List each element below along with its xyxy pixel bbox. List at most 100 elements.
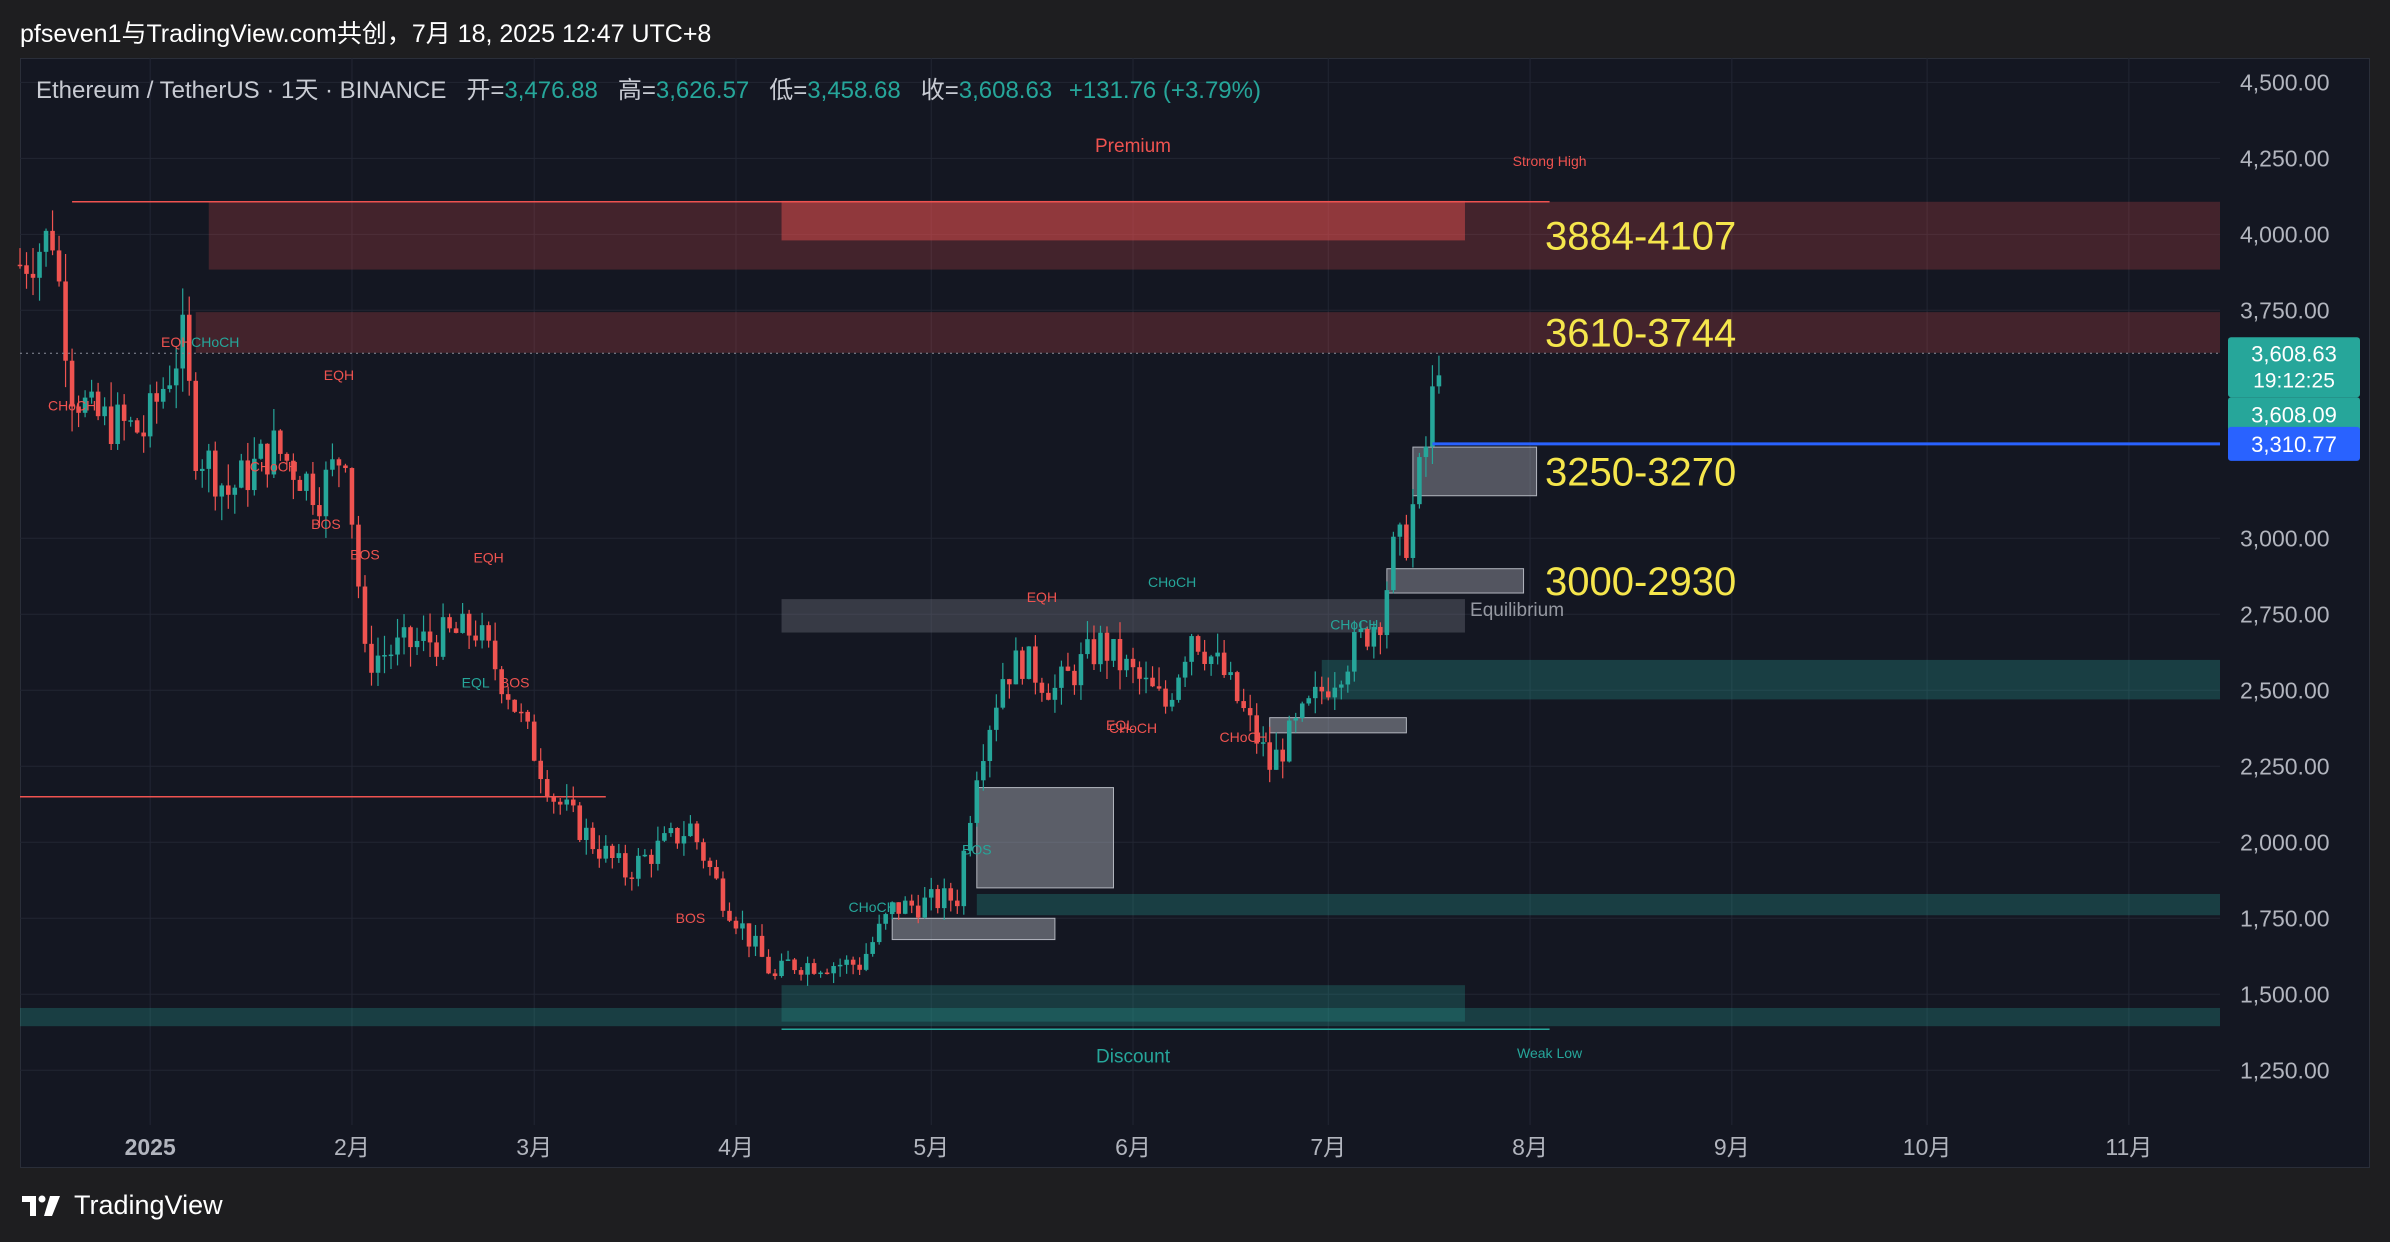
candle-body	[1326, 691, 1331, 698]
candle-body	[17, 264, 23, 267]
price-tick-label: 2,000.00	[2240, 829, 2330, 855]
candle-body	[499, 669, 504, 695]
candle-body	[636, 855, 641, 879]
candle-body	[1306, 698, 1312, 704]
candle-body	[1436, 375, 1442, 387]
candle-body	[1202, 651, 1207, 664]
candle-body	[759, 935, 765, 957]
price-axis: 4,500.00 4,250.00 4,000.00 3,750.00 3,000.00…	[125, 69, 2360, 1160]
candle-body	[902, 900, 908, 914]
candle-body	[733, 920, 739, 929]
candle-body	[1176, 677, 1181, 700]
candle-body	[167, 385, 172, 389]
annotation-label: BOS	[350, 547, 380, 563]
candle-body	[239, 460, 244, 488]
tradingview-logo-icon	[22, 1195, 60, 1216]
candle-body	[531, 721, 537, 761]
candle-body	[173, 368, 179, 386]
candle-body	[1247, 708, 1253, 716]
candle-body	[772, 973, 778, 977]
candle-body	[681, 836, 687, 844]
tradingview-brand[interactable]: TradingView	[22, 1190, 223, 1221]
candle-body	[401, 627, 407, 638]
annotation-label: CHoCH	[1220, 729, 1268, 745]
candle-body	[1378, 626, 1383, 636]
candle-body	[662, 833, 667, 841]
annotation-label: Discount	[1096, 1047, 1171, 1068]
candle-body	[1169, 699, 1175, 707]
candle-body	[1254, 715, 1259, 744]
candle-body	[1189, 636, 1194, 662]
date-tick-label: 5月	[913, 1134, 949, 1160]
close-value: 3,608.63	[958, 77, 1053, 104]
candle-body	[779, 960, 784, 977]
candle-body	[180, 314, 185, 369]
candle-body	[95, 391, 101, 417]
candle-body	[330, 459, 335, 470]
candle-body	[941, 888, 947, 909]
top-bar: pfseven1与TradingView.com共创，7月 18, 2025 1…	[0, 0, 2390, 58]
candle-body	[82, 397, 88, 413]
annotation-label: Equilibrium	[1470, 600, 1564, 621]
low-value: 3,458.68	[807, 77, 901, 104]
candle-body	[1208, 656, 1214, 664]
candle-body	[746, 923, 752, 947]
candle-body	[1039, 682, 1045, 693]
date-tick-label: 8月	[1512, 1134, 1548, 1160]
demand-zone-mid	[976, 893, 2221, 916]
candle-body	[1098, 632, 1103, 665]
symbol-label[interactable]: Ethereum / TetherUS · 1天 · BINANCE	[36, 77, 447, 104]
candle-body	[583, 827, 589, 840]
candle-body	[928, 889, 934, 898]
candle-body	[304, 473, 309, 491]
annotation-label: BOS	[676, 910, 706, 926]
candle-body	[544, 779, 550, 798]
candle-body	[219, 485, 225, 497]
candle-body	[1221, 652, 1227, 676]
annotation-label: CHoCH	[191, 334, 239, 350]
candle-body	[427, 631, 433, 643]
price-chart[interactable]: 3884-4107 3610-3744 3250-3270 3000-2930 Pre…	[0, 0, 2390, 1168]
candle-body	[147, 393, 153, 437]
date-tick-label: 7月	[1310, 1134, 1346, 1160]
candle-body	[76, 406, 81, 413]
candle-body	[1260, 742, 1266, 744]
annotation-label: CHoCH	[250, 458, 298, 474]
candle-body	[896, 902, 901, 914]
candle-body	[538, 760, 543, 780]
candle-body	[642, 854, 648, 857]
candle-body	[24, 265, 29, 274]
candle-body	[395, 637, 400, 655]
date-tick-label: 3月	[516, 1134, 552, 1160]
candle-body	[694, 823, 700, 843]
candle-body	[1241, 701, 1246, 709]
candle-body	[1215, 652, 1220, 657]
candle-body	[850, 959, 856, 965]
candle-body	[974, 780, 980, 823]
zone-label: 3000-2930	[1545, 560, 1736, 604]
order-block-box	[976, 787, 1114, 889]
candle-body	[909, 900, 914, 906]
zone-box	[1386, 568, 1525, 594]
candle-body	[69, 360, 75, 407]
candle-body	[707, 860, 713, 868]
prev-price-badge	[2228, 397, 2360, 432]
candle-body	[278, 430, 283, 454]
candle-body	[668, 828, 674, 834]
candle-body	[479, 625, 485, 641]
candle-body	[564, 799, 570, 805]
candle-body	[753, 935, 758, 947]
candle-body	[486, 625, 491, 641]
candle-body	[1091, 639, 1097, 665]
price-tick-label: 1,250.00	[2240, 1057, 2330, 1083]
candle-body	[922, 897, 928, 918]
zone-box	[195, 312, 2221, 353]
candle-body	[323, 469, 329, 517]
candle-body	[375, 655, 381, 673]
candle-body	[655, 840, 661, 864]
low-label: 低=	[769, 77, 808, 104]
candle-body	[43, 230, 49, 252]
candle-body	[1156, 686, 1162, 689]
chart-frame[interactable]	[20, 58, 2370, 1168]
high-value: 3,626.57	[655, 77, 750, 104]
